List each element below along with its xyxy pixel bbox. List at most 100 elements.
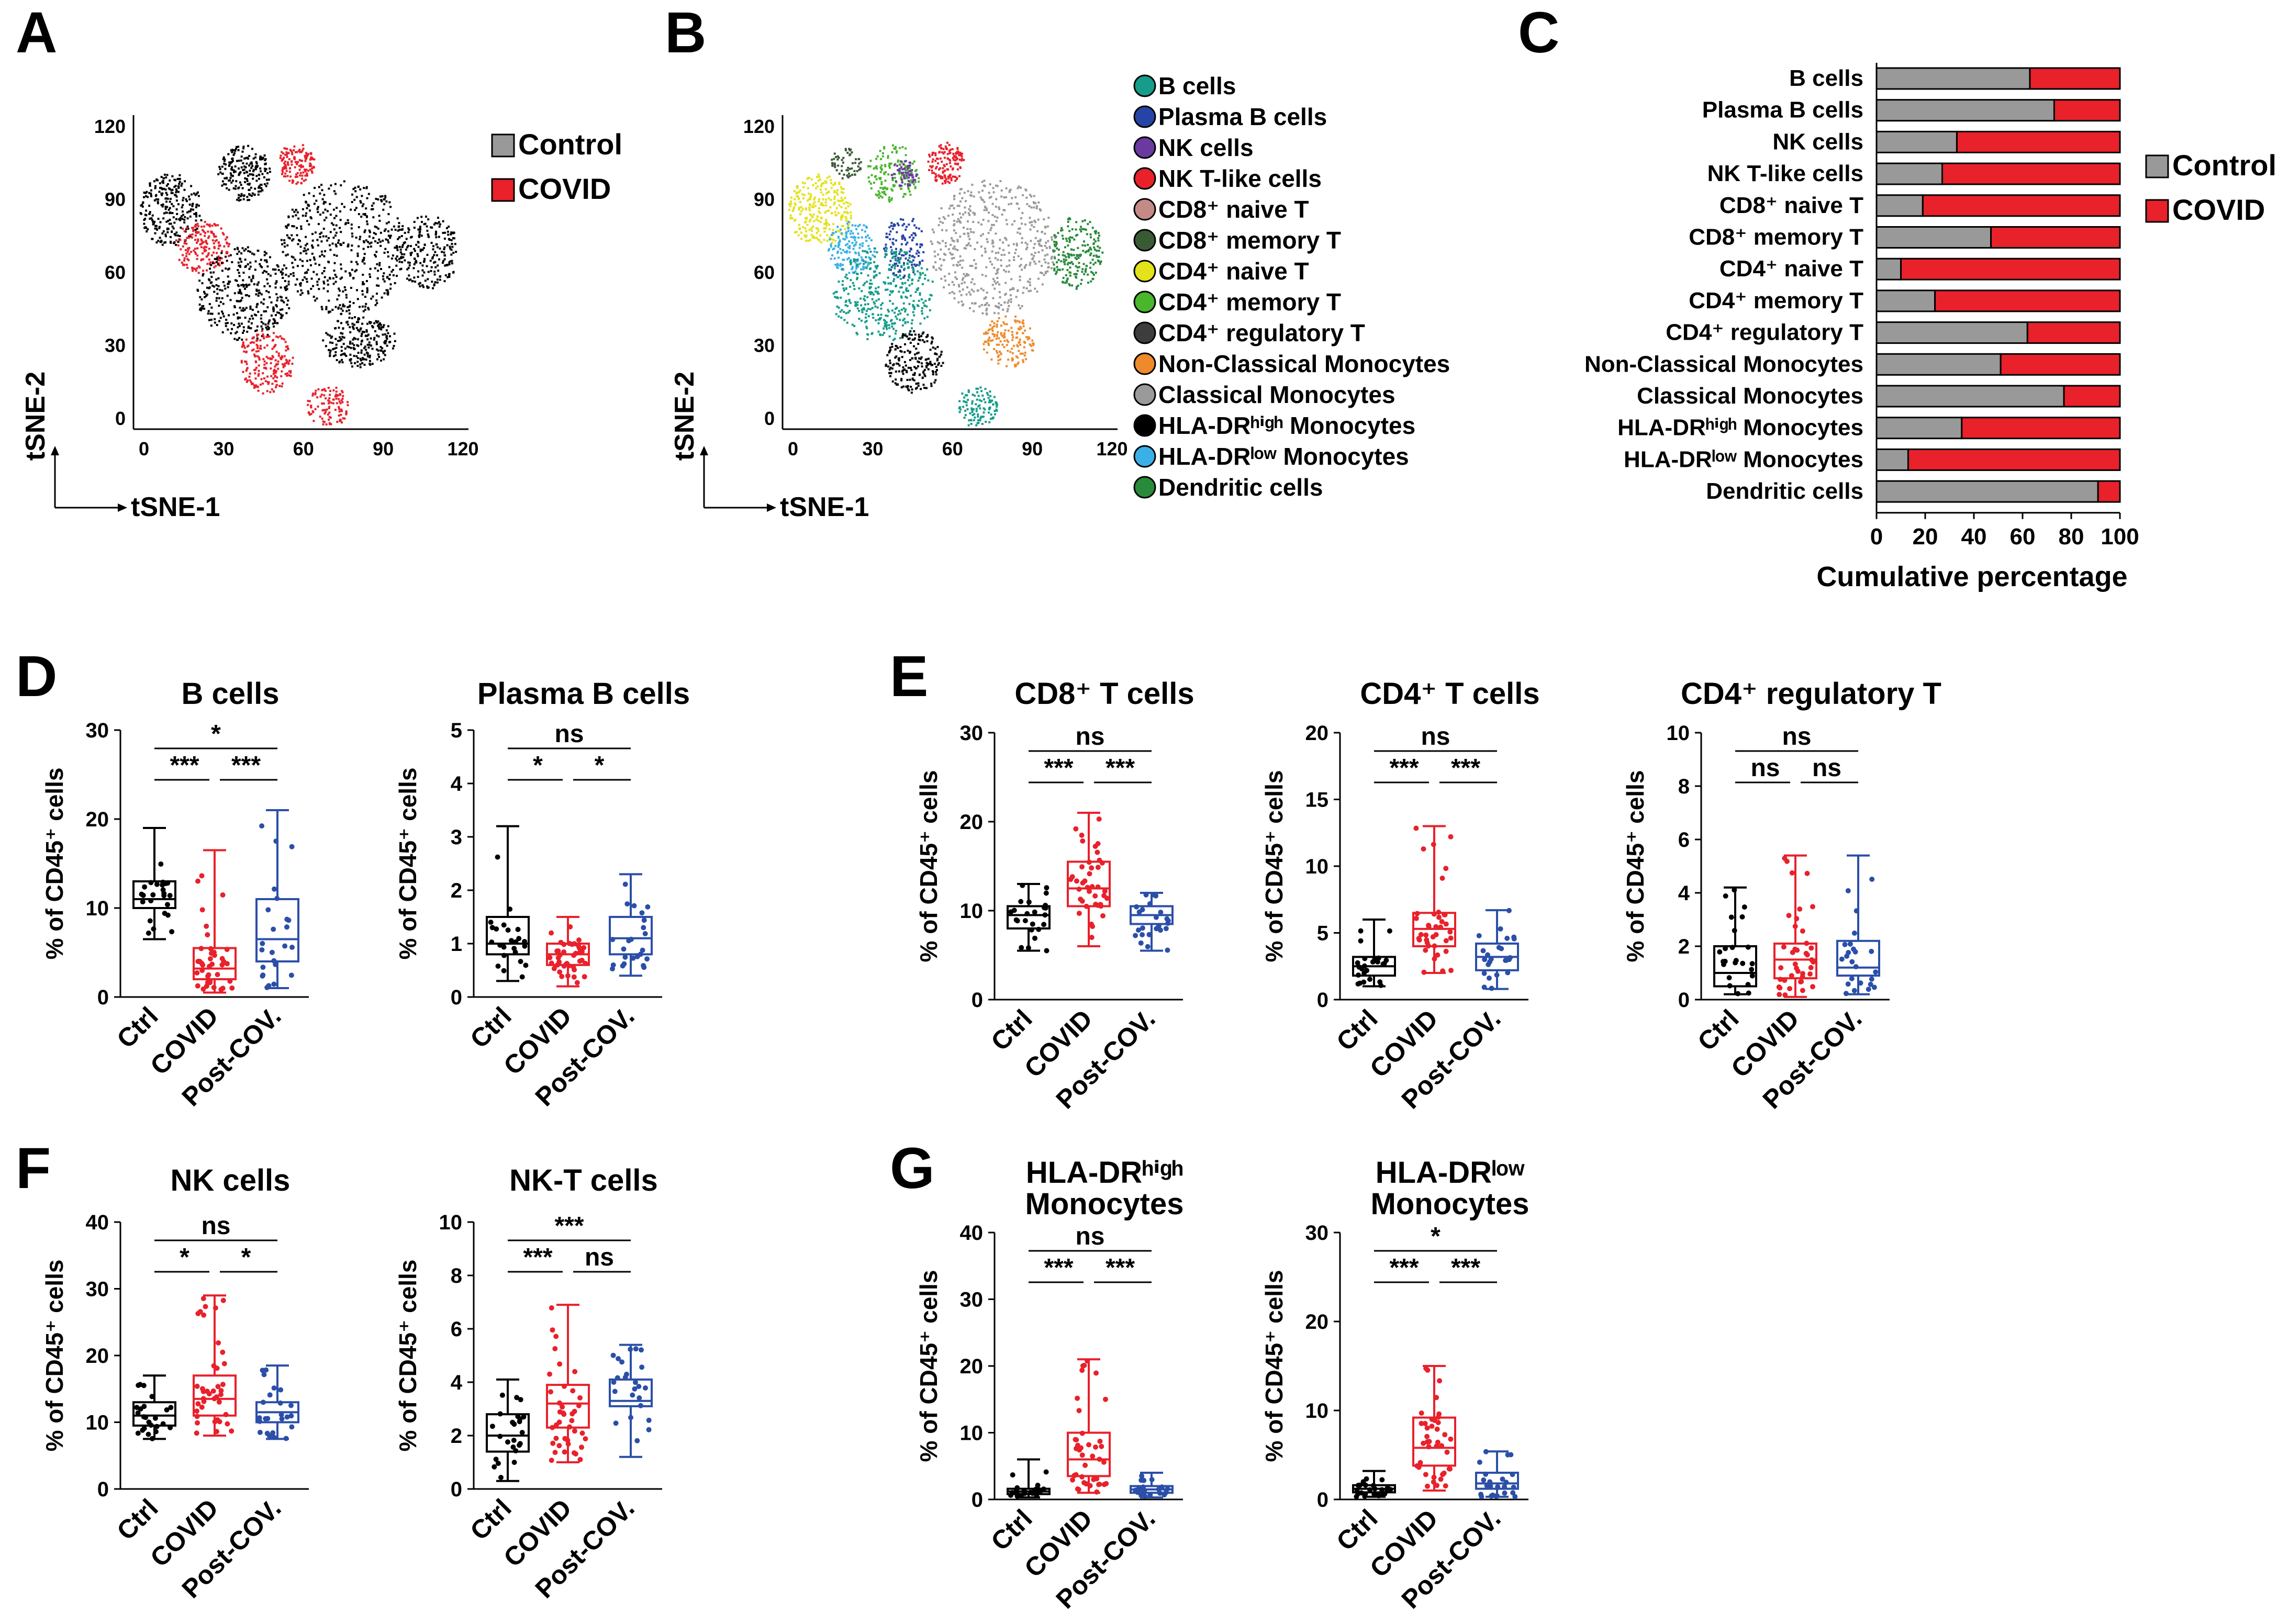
tsne-b-point	[843, 289, 845, 292]
tsne-b-point	[1035, 205, 1038, 207]
tsne-b-point	[870, 174, 873, 176]
tsne-a-point	[351, 322, 354, 325]
tsne-b-point	[951, 204, 954, 207]
tsne-a-point	[350, 346, 352, 349]
tsne-a-point	[322, 339, 325, 342]
tsne-a-point	[263, 363, 266, 366]
tsne-b-point	[898, 269, 901, 272]
tsne-a-point	[161, 188, 164, 191]
tsne-a-point	[225, 183, 227, 186]
tsne-b-point	[892, 225, 895, 227]
tsne-a-point	[182, 228, 184, 230]
tsne-a-point	[240, 252, 243, 255]
tsne-a-point	[242, 279, 244, 282]
tsne-b-point	[1060, 260, 1063, 263]
tsne-b-point	[982, 343, 985, 345]
tsne-b-point	[1007, 341, 1009, 343]
tsne-a-point	[312, 256, 315, 259]
tsne-b-point	[909, 295, 912, 297]
tsne-b-point	[840, 296, 842, 299]
tsne-a-point	[186, 217, 189, 220]
tsne-b-point	[879, 178, 881, 181]
tsne-b-point	[896, 150, 898, 153]
tsne-b-point	[921, 312, 923, 315]
tsne-b-point	[890, 225, 892, 227]
tsne-b-point	[970, 408, 973, 411]
tsne-b-point	[925, 387, 928, 389]
tsne-a-point	[343, 180, 345, 183]
tsne-b-point	[880, 167, 883, 170]
tsne-b-point	[817, 228, 819, 230]
tsne-b-point	[845, 217, 847, 219]
tsne-b-point	[909, 236, 911, 239]
legend-b-label: Dendritic cells	[1158, 474, 1323, 501]
tsne-b-point	[935, 373, 937, 376]
tsne-b-point	[905, 243, 908, 246]
tsne-b-point	[846, 226, 849, 228]
tsne-b-point	[841, 225, 843, 227]
tsne-a-point	[337, 394, 339, 397]
tsne-b-point	[847, 212, 849, 215]
tsne-b-point	[1080, 283, 1082, 285]
tsne-b-point	[841, 215, 843, 218]
tsne-a-point	[354, 316, 356, 318]
tsne-a-point	[344, 223, 347, 226]
tsne-b-point	[905, 253, 907, 255]
tsne-b-point	[892, 255, 895, 258]
tsne-b-point	[992, 241, 995, 244]
tsne-b-point	[897, 363, 899, 365]
tsne-a-point	[387, 221, 390, 223]
tsne-b-point	[890, 372, 892, 374]
tsne-a-point	[219, 256, 221, 259]
tsne-b-point	[898, 170, 901, 172]
tsne-b-point	[919, 276, 921, 279]
tsne-a-point	[240, 293, 243, 295]
tsne-a-point	[213, 234, 215, 236]
tsne-a-point	[267, 327, 270, 329]
tsne-a-point	[418, 233, 421, 236]
tsne-b-point	[908, 276, 910, 278]
tsne-a-point	[226, 242, 228, 245]
tsne-b-point	[887, 156, 889, 159]
tsne-b-point	[954, 156, 957, 159]
tsne-a-point	[145, 209, 148, 212]
tsne-a-point	[210, 306, 213, 309]
tsne-b-point	[873, 275, 875, 278]
tsne-b-point	[851, 151, 853, 154]
tsne-a-point	[249, 173, 251, 176]
tsne-a-point	[327, 399, 330, 402]
tsne-b-point	[998, 302, 1000, 305]
tsne-a-point	[329, 334, 331, 337]
tsne-b-point	[988, 408, 991, 410]
tsne-b-point	[833, 189, 836, 192]
tsne-b-point	[876, 292, 879, 295]
tsne-b-point	[941, 176, 944, 178]
tsne-b-point	[985, 332, 987, 335]
tsne-a-point	[347, 244, 350, 247]
tsne-b-point	[931, 336, 933, 339]
tsne-a-point	[297, 239, 300, 241]
tsne-a-point	[305, 244, 307, 247]
tsne-a-point	[296, 265, 299, 267]
tsne-a-point	[306, 153, 309, 156]
tsne-a-point	[343, 206, 345, 208]
tsne-b-point	[850, 263, 852, 265]
tsne-b-point	[970, 422, 973, 425]
tsne-a-point	[205, 240, 207, 242]
tsne-a-point	[258, 364, 260, 367]
tsne-b-point	[1055, 242, 1058, 245]
bar-category-label: NK cells	[1772, 129, 1863, 154]
tsne-b-point	[832, 248, 834, 251]
bar-control	[1875, 194, 1924, 217]
tsne-b-point	[889, 362, 891, 364]
tsne-b-point	[1039, 239, 1042, 241]
tsne-b-point	[914, 265, 917, 267]
tsne-b-point	[928, 153, 931, 156]
tsne-a-point	[360, 327, 362, 330]
tsne-a-point	[218, 264, 221, 267]
tsne-a-point	[154, 232, 157, 234]
tsne-a-x-tick: 0	[139, 438, 149, 460]
tsne-a-point	[282, 366, 285, 368]
tsne-a-point	[358, 226, 360, 229]
tsne-a-point	[219, 168, 221, 171]
